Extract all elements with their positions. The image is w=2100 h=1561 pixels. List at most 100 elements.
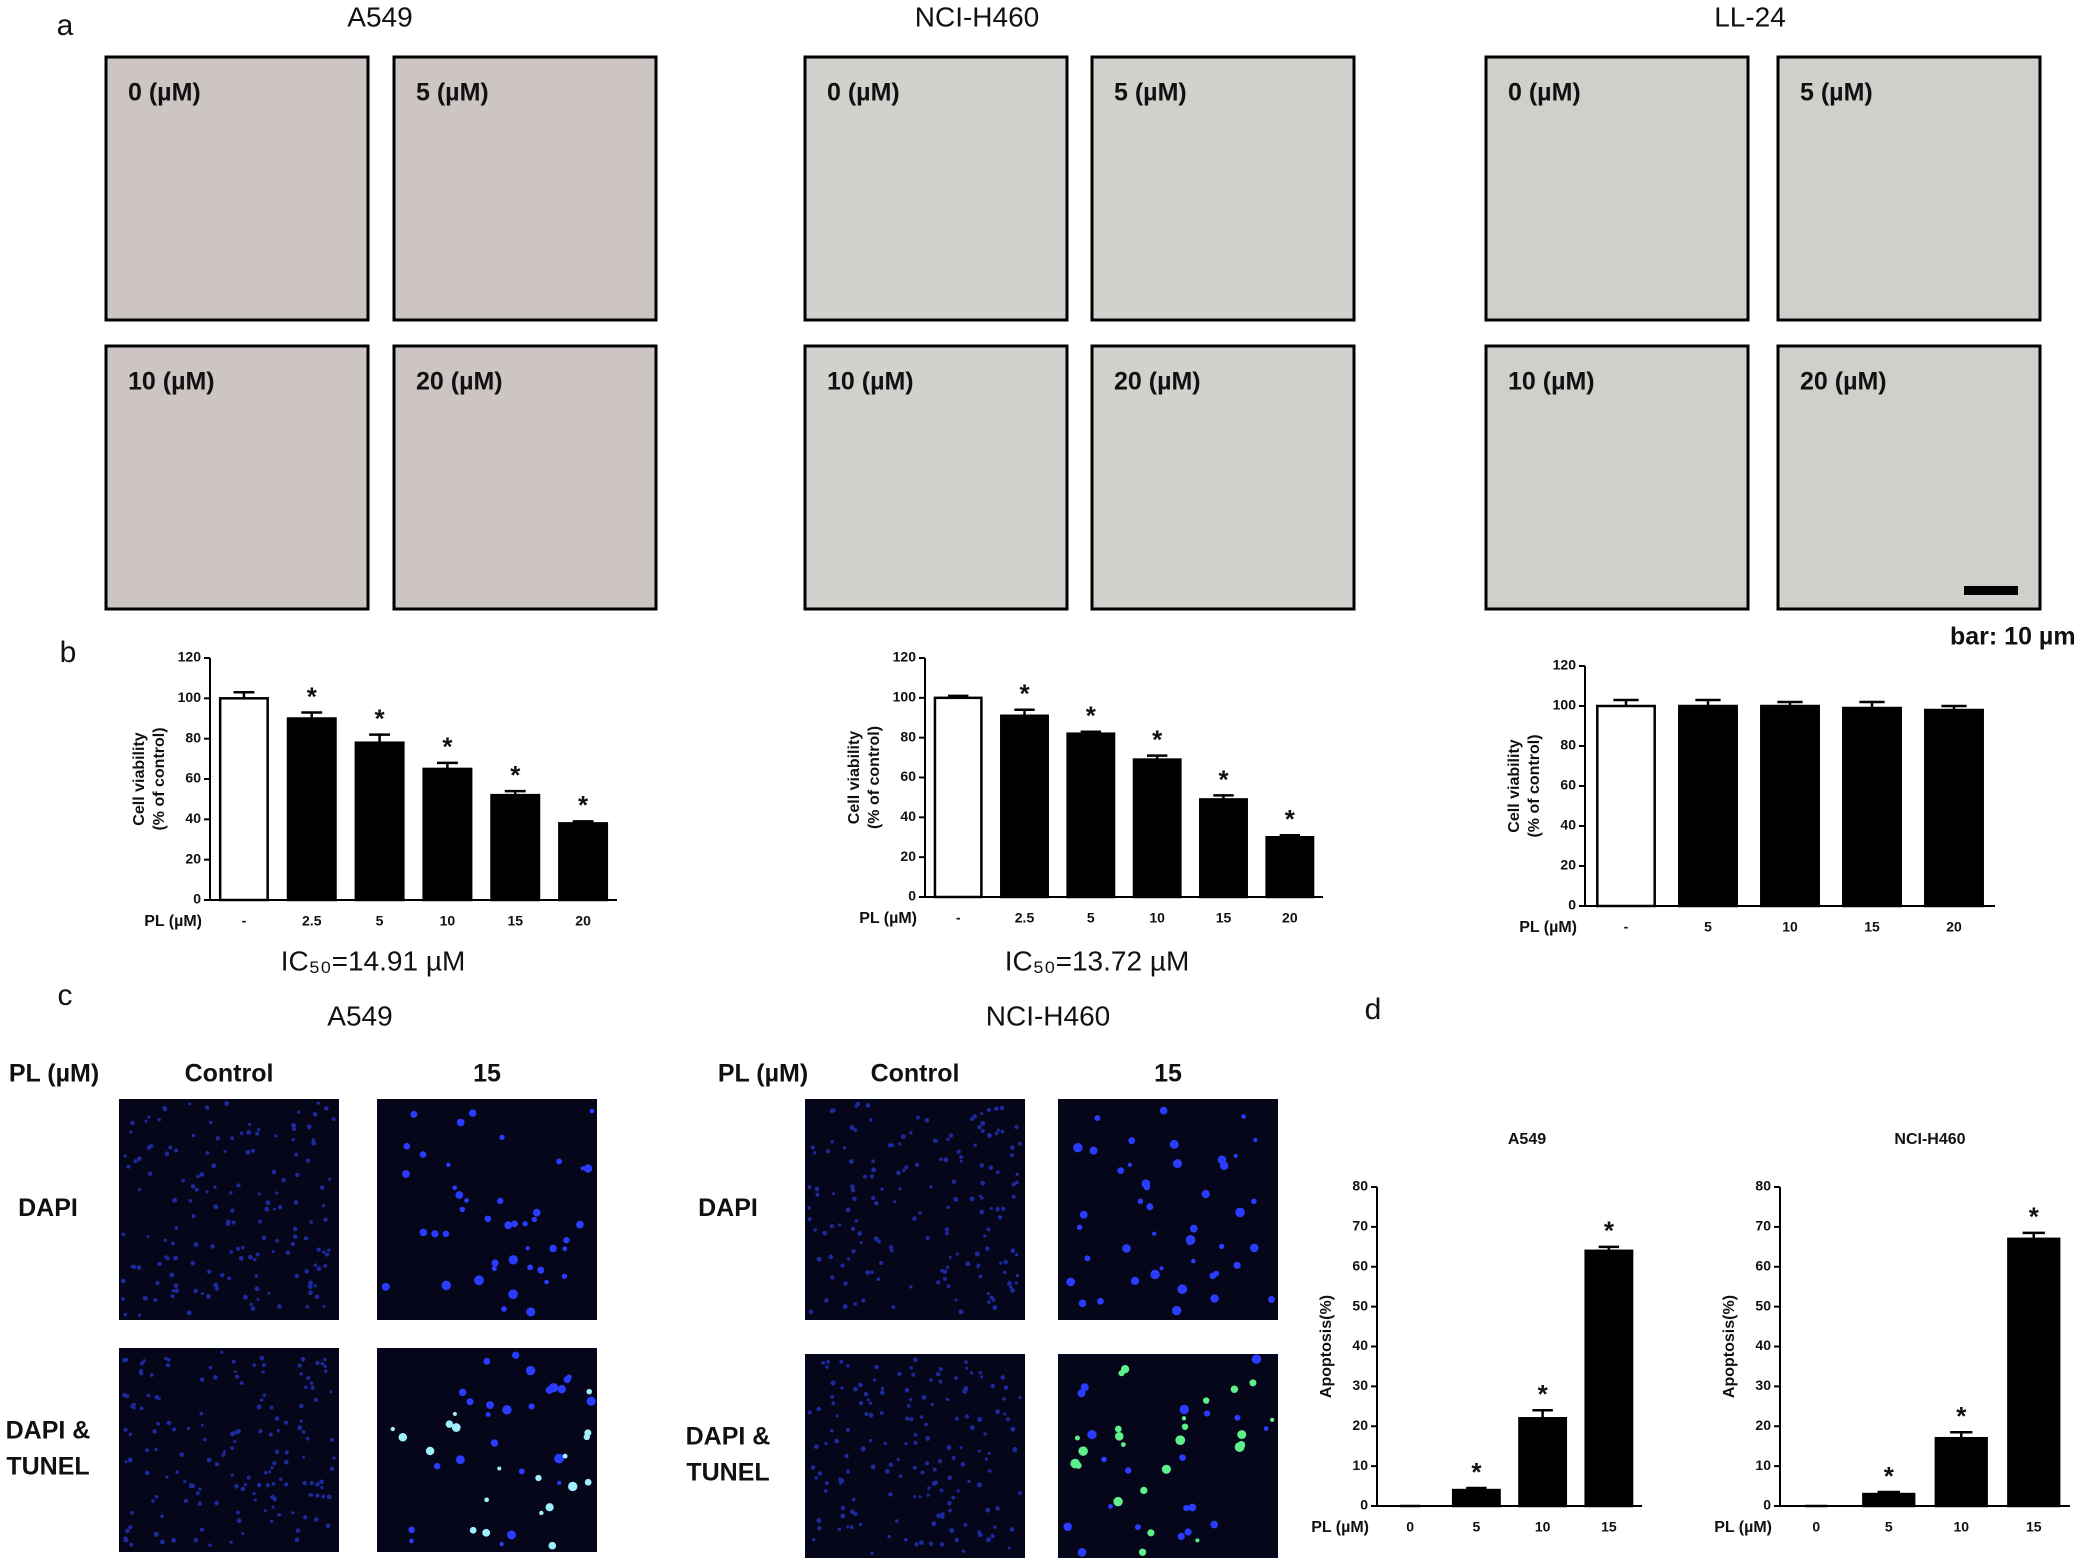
- nucleus: [946, 1445, 952, 1451]
- nucleus: [295, 1172, 300, 1178]
- nucleus: [174, 1148, 179, 1153]
- nucleus: [1201, 1189, 1210, 1199]
- nucleus: [1253, 1137, 1258, 1143]
- nucleus: [252, 1491, 256, 1496]
- nucleus: [576, 1220, 584, 1229]
- significance-mark: *: [1285, 804, 1296, 834]
- nucleus: [198, 1487, 202, 1491]
- nucleus: [1063, 1522, 1072, 1532]
- nucleus: [876, 1239, 882, 1244]
- nucleus: [995, 1409, 1000, 1415]
- nucleus: [1122, 1244, 1131, 1253]
- nucleus: [275, 1191, 279, 1195]
- nucleus: [980, 1375, 984, 1379]
- micrograph: [104, 55, 370, 322]
- nucleus: [128, 1525, 133, 1530]
- y-tick-label: 0: [1360, 1497, 1368, 1513]
- nucleus: [870, 1270, 874, 1275]
- nucleus: [497, 1197, 504, 1205]
- nucleus: [584, 1478, 592, 1486]
- y-tick-label: 60: [900, 768, 916, 784]
- dose-label: 5 (µM): [1800, 79, 1873, 107]
- nucleus: [486, 1401, 495, 1409]
- nucleus: [902, 1168, 906, 1172]
- nucleus: [261, 1235, 267, 1241]
- panel-label: a: [57, 9, 74, 42]
- nucleus: [840, 1386, 844, 1390]
- nucleus: [939, 1157, 943, 1161]
- nucleus: [1134, 1524, 1141, 1531]
- nucleus: [810, 1465, 816, 1470]
- nucleus: [297, 1425, 303, 1431]
- nucleus: [1018, 1395, 1022, 1400]
- nucleus: [259, 1355, 265, 1361]
- nucleus: [1011, 1182, 1016, 1187]
- nucleus: [199, 1377, 205, 1382]
- nucleus: [296, 1110, 301, 1114]
- nucleus: [474, 1275, 484, 1286]
- nucleus: [1183, 1504, 1190, 1512]
- nucleus: [1014, 1252, 1019, 1257]
- nucleus: [1237, 1430, 1247, 1440]
- nucleus: [980, 1180, 986, 1186]
- nucleus: [149, 1373, 154, 1377]
- nucleus: [507, 1530, 517, 1540]
- nucleus: [236, 1183, 241, 1188]
- nucleus: [869, 1174, 874, 1179]
- nucleus: [955, 1252, 959, 1256]
- nucleus: [254, 1286, 260, 1292]
- y-tick-label: 100: [1553, 697, 1577, 713]
- nucleus: [928, 1541, 934, 1546]
- nucleus: [210, 1244, 215, 1249]
- x-tick-label: 5: [1087, 910, 1095, 926]
- nucleus: [271, 1169, 277, 1175]
- nucleus: [940, 1512, 945, 1517]
- nucleus: [120, 1278, 126, 1284]
- nucleus: [222, 1450, 226, 1454]
- nucleus: [170, 1294, 175, 1299]
- nucleus: [299, 1403, 304, 1409]
- nucleus: [273, 1134, 278, 1138]
- nucleus: [824, 1441, 828, 1446]
- nucleus: [977, 1530, 981, 1534]
- nucleus: [932, 1467, 937, 1472]
- nucleus: [223, 1149, 227, 1153]
- nucleus: [306, 1158, 311, 1163]
- y-tick-label: 60: [1755, 1257, 1771, 1273]
- nucleus: [903, 1537, 908, 1542]
- nucleus: [390, 1426, 395, 1432]
- nucleus: [215, 1136, 220, 1141]
- nucleus: [154, 1495, 159, 1499]
- nucleus: [828, 1254, 834, 1260]
- bar: [286, 717, 337, 902]
- nucleus: [144, 1119, 148, 1123]
- nucleus: [807, 1185, 812, 1189]
- nucleus: [824, 1481, 829, 1486]
- nucleus: [940, 1515, 945, 1520]
- nucleus: [1079, 1210, 1088, 1219]
- nucleus: [193, 1288, 198, 1294]
- x-tick-label: 20: [1282, 910, 1298, 926]
- nucleus: [816, 1256, 822, 1262]
- nucleus: [193, 1242, 199, 1247]
- nucleus: [171, 1289, 176, 1293]
- cell-line-title: NCI-H460: [915, 1, 1039, 32]
- nucleus: [1219, 1243, 1225, 1250]
- micrograph: [1484, 55, 1750, 322]
- nucleus: [979, 1209, 985, 1215]
- dose-label: 10 (µM): [1508, 368, 1595, 396]
- nucleus: [186, 1426, 191, 1431]
- dose-label: 20 (µM): [416, 368, 503, 396]
- error-bar: [1941, 704, 1967, 710]
- nucleus: [1171, 1305, 1182, 1316]
- nucleus: [972, 1114, 977, 1119]
- nucleus: [1203, 1410, 1211, 1417]
- nucleus: [402, 1170, 410, 1178]
- nucleus: [501, 1306, 507, 1312]
- nucleus: [814, 1186, 820, 1192]
- fluorescence-image: [1058, 1354, 1278, 1558]
- nucleus: [909, 1417, 914, 1422]
- bar: [1518, 1417, 1568, 1508]
- nucleus: [850, 1187, 856, 1193]
- nucleus: [233, 1370, 237, 1374]
